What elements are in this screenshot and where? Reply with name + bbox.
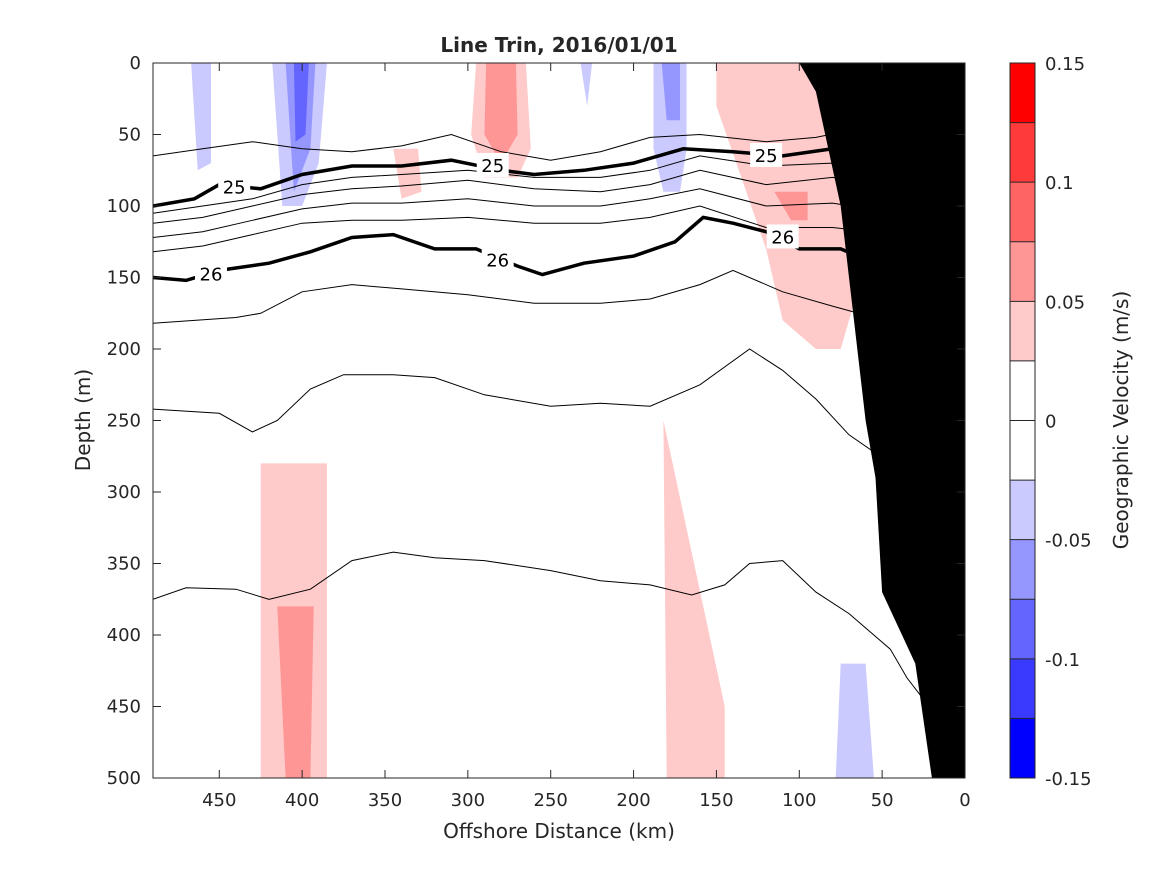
velocity-contour-fills <box>177 63 899 778</box>
isopycnal-label-bg <box>195 261 227 286</box>
isopycnal-26-6 <box>153 348 916 481</box>
colorbar-tick-label: -0.05 <box>1045 531 1092 552</box>
colorbar-tick-label: -0.1 <box>1045 650 1080 671</box>
y-tick-label: 450 <box>107 697 141 718</box>
isopycnal-labels: 25 25 25 26 26 26 <box>195 142 799 286</box>
colorbar-tick-label: 0.15 <box>1045 54 1085 75</box>
velocity-region-26 <box>835 663 874 778</box>
x-axis-label: Offshore Distance (km) <box>443 819 675 843</box>
y-tick-label: 350 <box>107 554 141 575</box>
y-axis-label: Depth (m) <box>71 369 95 471</box>
isopycnal-26-9 <box>153 551 924 700</box>
x-tick-label: 400 <box>285 790 319 811</box>
x-tick-label: 100 <box>782 790 816 811</box>
x-tick-label: 450 <box>202 790 236 811</box>
y-tick-label: 0 <box>130 53 141 74</box>
y-tick-label: 300 <box>107 482 141 503</box>
isopycnal-label-26-0: 26 <box>200 265 223 286</box>
velocity-region-19 <box>774 191 808 221</box>
y-tick-label: 50 <box>118 125 141 146</box>
isopycnal-label-26-2: 26 <box>771 227 794 248</box>
colorbar-band-4 <box>1010 301 1035 362</box>
x-axis-ticks: 450 400 350 300 250 200 150 100 50 0 <box>202 63 971 811</box>
colorbar-tick-label: 0 <box>1045 412 1056 433</box>
isopycnal-label-26-1: 26 <box>486 250 509 271</box>
colorbar-tick-label: -0.15 <box>1045 769 1092 790</box>
velocity-region-12 <box>484 63 518 164</box>
colorbar-band-3 <box>1010 241 1035 302</box>
plot-area: 25 25 25 26 26 26 <box>153 63 965 778</box>
x-tick-label: 0 <box>959 790 970 811</box>
x-tick-label: 300 <box>451 790 485 811</box>
isopycnal-label-25-2: 25 <box>755 146 778 167</box>
isopycnal-label-bg <box>218 174 251 199</box>
isopycnal-25-6 <box>153 188 932 238</box>
colorbar-band-10 <box>1010 658 1035 719</box>
y-tick-label: 250 <box>107 411 141 432</box>
isopycnal-label-bg <box>476 152 509 177</box>
colorbar-band-11 <box>1010 718 1035 779</box>
colorbar-label: Geographic Velocity (m/s) <box>1109 291 1133 550</box>
colorbar: 0.15 0.1 0.05 0 -0.05 -0.1 -0.15 <box>1009 54 1092 790</box>
isopycnal-25-8 <box>153 205 932 253</box>
velocity-region-22 <box>277 606 314 778</box>
colorbar-band-1 <box>1010 122 1035 183</box>
colorbar-band-9 <box>1010 599 1035 660</box>
x-tick-label: 350 <box>368 790 402 811</box>
y-tick-label: 100 <box>107 196 141 217</box>
isopycnal-26-3 <box>153 269 933 357</box>
y-tick-label: 400 <box>107 625 141 646</box>
bathymetry-wedge <box>799 63 965 778</box>
isopycnal-25-4 <box>153 169 932 224</box>
x-tick-label: 200 <box>616 790 650 811</box>
velocity-region-1 <box>191 63 211 171</box>
y-axis-ticks: 0 50 100 150 200 250 300 350 400 450 500 <box>107 53 965 789</box>
isopycnal-label-25-1: 25 <box>481 156 504 177</box>
y-tick-label: 200 <box>107 339 141 360</box>
velocity-region-5 <box>293 63 309 142</box>
x-tick-label: 50 <box>871 790 894 811</box>
velocity-region-23 <box>663 420 725 778</box>
colorbar-band-2 <box>1010 182 1035 243</box>
x-tick-label: 150 <box>699 790 733 811</box>
velocity-region-10 <box>661 63 680 121</box>
colorbar-tick-label: 0.05 <box>1045 292 1085 313</box>
velocity-region-24 <box>497 692 508 778</box>
isopycnal-label-bg <box>766 224 799 249</box>
isopycnal-label-bg <box>481 247 514 272</box>
colorbar-band-5 <box>1010 360 1035 421</box>
colorbar-band-6 <box>1010 420 1035 481</box>
colorbar-band-7 <box>1010 480 1035 541</box>
colorbar-band-8 <box>1010 539 1035 600</box>
velocity-region-7 <box>580 63 593 106</box>
isopycnal-25-2 <box>153 155 932 214</box>
chart-title: Line Trin, 2016/01/01 <box>440 33 677 57</box>
isopycnal-label-bg <box>750 142 783 167</box>
y-tick-label: 150 <box>107 268 141 289</box>
isopycnal-label-25-0: 25 <box>223 177 246 198</box>
colorbar-band-0 <box>1010 63 1035 124</box>
colorbar-tick-label: 0.1 <box>1045 173 1074 194</box>
x-tick-label: 250 <box>534 790 568 811</box>
y-tick-label: 500 <box>107 768 141 789</box>
colorbar-frame <box>1009 62 1036 779</box>
